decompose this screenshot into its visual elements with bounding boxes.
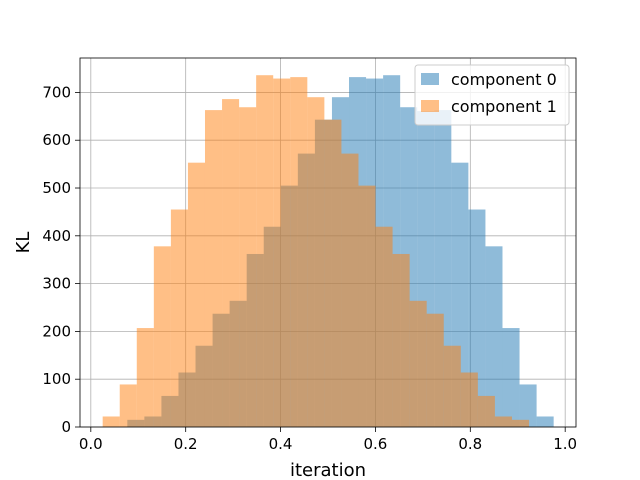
x-tick-label: 0.2 (174, 435, 198, 453)
histogram-bar (426, 313, 444, 427)
histogram-bar (170, 209, 188, 427)
legend-swatch-component-0 (421, 73, 439, 85)
histogram-bar (239, 107, 257, 427)
histogram-bar (256, 75, 274, 428)
histogram-bar (341, 153, 359, 427)
legend: component 0 component 1 (414, 64, 570, 126)
y-axis-ticks: 0 100 200 300 400 500 600 700 (42, 83, 80, 436)
histogram-bar (290, 77, 308, 427)
x-tick-label: 0.6 (364, 435, 388, 453)
histogram-bar (443, 345, 461, 427)
legend-label-component-0: component 0 (451, 70, 557, 89)
histogram-bar (519, 384, 537, 427)
histogram-bar (477, 395, 495, 427)
y-tick-label: 100 (42, 370, 71, 388)
histogram-bar (358, 185, 376, 427)
histogram-bar (222, 99, 240, 428)
y-tick-label: 0 (61, 418, 71, 436)
histogram-bar (375, 226, 393, 427)
y-tick-label: 700 (42, 83, 71, 101)
x-tick-label: 0.4 (269, 435, 293, 453)
y-tick-label: 600 (42, 131, 71, 149)
x-tick-label: 0.0 (79, 435, 103, 453)
histogram-bar (102, 416, 120, 427)
x-axis-ticks: 0.0 0.2 0.4 0.6 0.8 1.0 (79, 427, 577, 453)
x-axis-label: iteration (290, 460, 366, 480)
legend-swatch-component-1 (421, 100, 439, 112)
histogram-bar (119, 384, 137, 427)
x-tick-label: 0.8 (458, 435, 482, 453)
histogram-bar (409, 300, 427, 427)
y-tick-label: 200 (42, 322, 71, 340)
histogram-bar (536, 416, 554, 427)
x-tick-label: 1.0 (553, 435, 577, 453)
histogram-bar (511, 419, 530, 427)
histogram-bar (153, 246, 171, 427)
histogram-bar (273, 78, 291, 428)
histogram-bar (204, 110, 223, 428)
y-tick-label: 300 (42, 275, 71, 293)
histogram-bar (324, 119, 342, 427)
legend-box (414, 64, 570, 126)
y-axis-label: KL (13, 232, 34, 254)
histogram-bar (485, 246, 503, 427)
histogram-bar (494, 416, 512, 427)
plot-frame (79, 57, 577, 428)
histogram-bar (136, 328, 154, 427)
series-1 (102, 75, 530, 428)
y-tick-label: 500 (42, 179, 71, 197)
histogram-bar (392, 253, 410, 427)
histogram-bar (460, 372, 478, 427)
y-tick-label: 400 (42, 227, 71, 245)
histogram-bar (187, 162, 205, 427)
legend-label-component-1: component 1 (451, 97, 557, 116)
bars (102, 75, 554, 428)
histogram-bar (502, 328, 520, 427)
histogram-bar (307, 97, 325, 427)
